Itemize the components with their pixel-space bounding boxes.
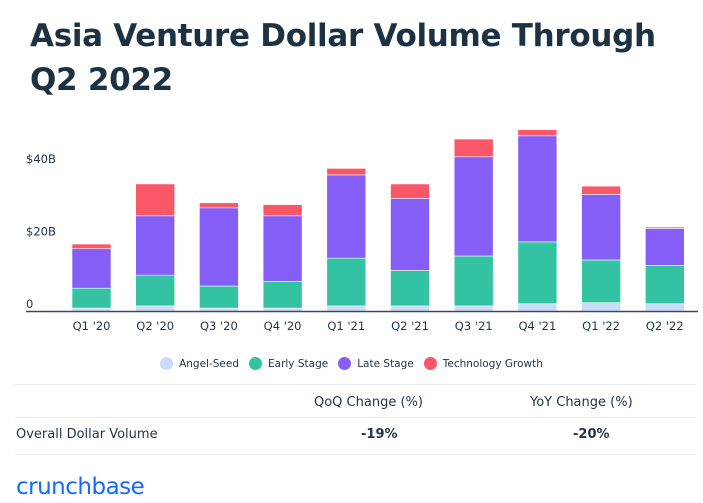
bar-segment-early-stage — [581, 259, 621, 303]
bar-segment-angel-seed — [71, 307, 112, 312]
bar-segment-technology-growth — [390, 183, 430, 199]
y-tick-label: $40B — [26, 152, 56, 166]
bar-segment-angel-seed — [517, 303, 558, 312]
bar-segment-late-stage — [581, 194, 621, 261]
crunchbase-logo: crunchbase — [16, 474, 145, 500]
bar-segment-early-stage — [71, 287, 112, 309]
divider — [14, 384, 696, 385]
row-label: Overall Dollar Volume — [16, 427, 158, 442]
bar-segment-late-stage — [644, 228, 685, 266]
bar-segment-angel-seed — [453, 305, 494, 312]
chart-title: Asia Venture Dollar Volume Through Q2 20… — [30, 18, 656, 98]
bar-segment-late-stage — [199, 207, 239, 287]
y-tick-label: $20B — [26, 225, 56, 239]
bar-segment-late-stage — [326, 174, 367, 259]
bar-segment-early-stage — [644, 265, 685, 305]
bar-segment-angel-seed — [262, 307, 303, 312]
bar-segment-late-stage — [390, 198, 430, 271]
x-tick-label: Q1 '21 — [327, 319, 365, 333]
bar-segment-early-stage — [262, 281, 303, 309]
legend-label: Angel-Seed — [179, 357, 239, 370]
x-tick-label: Q3 '20 — [200, 319, 238, 333]
bar-segment-angel-seed — [390, 305, 430, 312]
bar-segment-angel-seed — [199, 307, 239, 312]
bar-segment-angel-seed — [644, 303, 685, 312]
divider — [14, 454, 696, 455]
x-tick-label: Q4 '21 — [518, 319, 556, 333]
legend-item: Technology Growth — [423, 357, 543, 370]
bar-segment-technology-growth — [326, 168, 367, 176]
bar-segment-angel-seed — [326, 305, 367, 312]
bar-segment-early-stage — [517, 241, 558, 305]
bar-segment-late-stage — [453, 156, 494, 257]
bar-segment-angel-seed — [581, 302, 621, 312]
x-tick-label: Q3 '21 — [455, 319, 493, 333]
legend-label: Technology Growth — [442, 357, 543, 370]
legend-swatch — [423, 357, 437, 370]
bar-segment-technology-growth — [262, 204, 303, 217]
stacked-bar-chart: 0 $20B $40B Q1 '20 Q2 '20 Q3 '20 Q4 '20 Q1 '21 Q… — [26, 129, 698, 333]
x-tick-label: Q2 '22 — [646, 319, 684, 333]
legend: Angel-Seed Early Stage Late Stage Technolog… — [0, 357, 703, 370]
legend-item: Angel-Seed — [160, 357, 239, 370]
legend-label: Late Stage — [357, 357, 414, 370]
x-tick-label: Q4 '20 — [264, 319, 302, 333]
bar-segment-technology-growth — [135, 183, 175, 217]
legend-swatch — [160, 357, 174, 370]
bar-segment-technology-growth — [517, 129, 558, 137]
x-tick-label: Q1 '22 — [582, 319, 620, 333]
bar-segment-late-stage — [262, 215, 303, 282]
table-header-qoq: QoQ Change (%) — [314, 395, 423, 410]
divider — [14, 417, 696, 418]
bar-segment-technology-growth — [644, 226, 685, 229]
bar-segment-late-stage — [135, 215, 175, 276]
bar-segment-technology-growth — [199, 202, 239, 209]
table-header-yoy: YoY Change (%) — [530, 395, 633, 410]
legend-label: Early Stage — [268, 357, 329, 370]
bar-segment-angel-seed — [135, 305, 175, 312]
bar-segment-technology-growth — [71, 243, 112, 250]
bar-segment-technology-growth — [581, 185, 621, 195]
bar-segment-late-stage — [517, 135, 558, 243]
bar-segment-early-stage — [453, 255, 494, 307]
bar-segment-early-stage — [199, 285, 239, 309]
legend-item: Late Stage — [338, 357, 414, 370]
x-tick-label: Q1 '20 — [73, 319, 111, 333]
legend-swatch — [338, 357, 352, 370]
bar-segment-early-stage — [326, 257, 367, 307]
legend-item: Early Stage — [249, 357, 328, 370]
y-tick-label: 0 — [26, 297, 33, 311]
yoy-value: -20% — [573, 427, 610, 442]
legend-swatch — [249, 357, 262, 370]
bar-segment-late-stage — [71, 248, 112, 289]
bar-segment-early-stage — [390, 270, 430, 307]
x-tick-label: Q2 '20 — [136, 319, 174, 333]
x-tick-label: Q2 '21 — [391, 319, 429, 333]
qoq-value: -19% — [361, 427, 398, 442]
bar-segment-technology-growth — [453, 138, 494, 158]
bar-segment-early-stage — [135, 274, 175, 307]
